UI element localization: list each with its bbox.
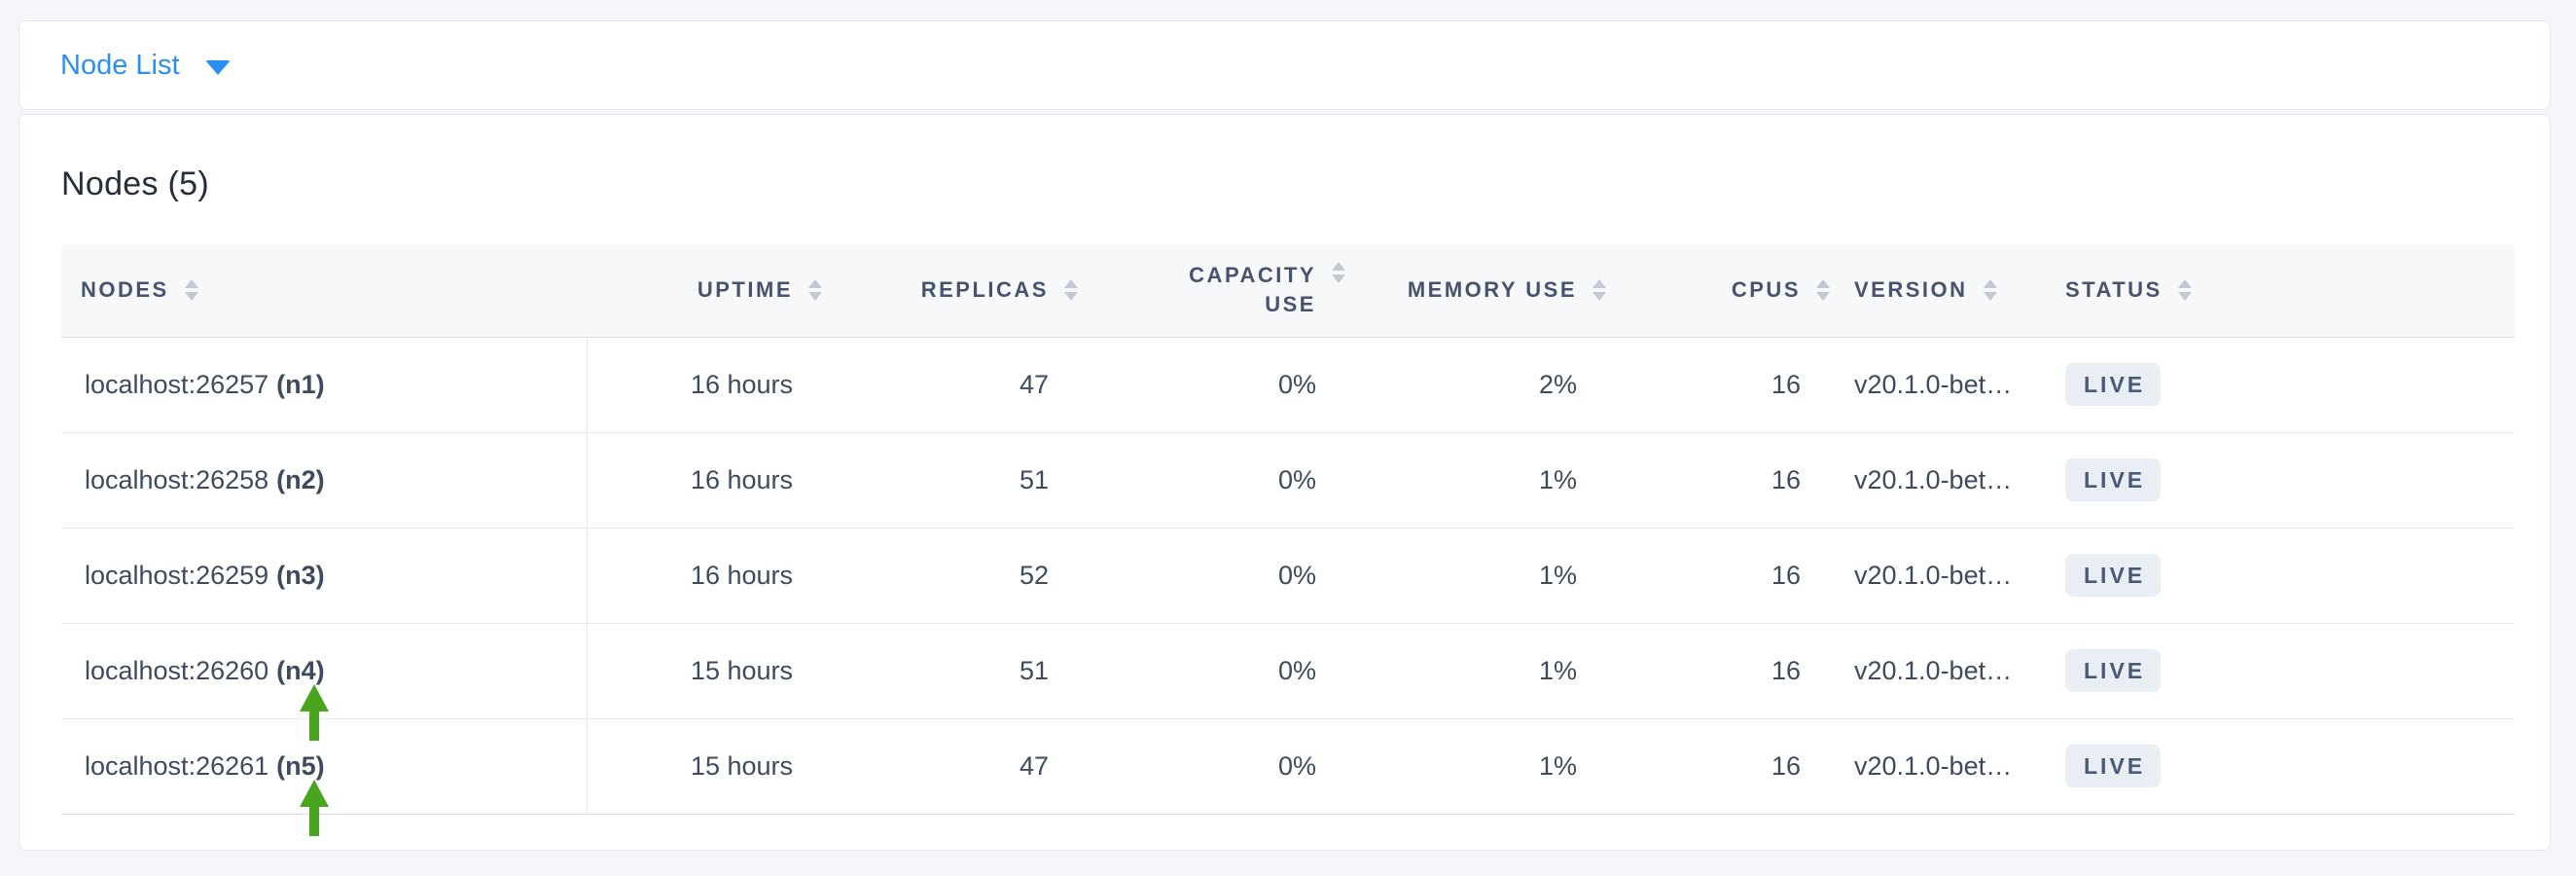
column-label: CPUS — [1731, 277, 1801, 303]
status-badge: LIVE — [2065, 554, 2162, 597]
cell-uptime: 16 hours — [586, 337, 830, 433]
cell-status: LIVE — [2049, 623, 2515, 719]
cell-cpus: 16 — [1614, 528, 1838, 624]
column-label: REPLICAS — [920, 277, 1049, 303]
cell-status: LIVE — [2049, 432, 2515, 529]
cell-uptime: 15 hours — [586, 718, 830, 815]
cell-capacity-use: 0% — [1086, 337, 1353, 433]
cell-memory-use: 1% — [1353, 623, 1614, 719]
nodes-card: Nodes (5) NODES UPTIME — [18, 114, 2551, 851]
column-header-nodes[interactable]: NODES — [61, 244, 587, 338]
column-header-version[interactable]: VERSION — [1838, 244, 2049, 338]
green-arrow-annotation-n5 — [299, 780, 330, 836]
node-id: (n1) — [276, 369, 325, 399]
status-badge: LIVE — [2065, 458, 2162, 501]
green-arrow-annotation-n4 — [299, 684, 330, 741]
sort-arrows-icon — [1332, 262, 1345, 283]
cell-memory-use: 2% — [1353, 337, 1614, 433]
column-header-cpus[interactable]: CPUS — [1614, 244, 1838, 338]
cell-memory-use: 1% — [1353, 718, 1614, 815]
status-badge: LIVE — [2065, 649, 2162, 692]
cell-cpus: 16 — [1614, 432, 1838, 529]
column-header-memory-use[interactable]: MEMORY USE — [1353, 244, 1614, 338]
cell-version: v20.1.0-bet… — [1838, 718, 2049, 815]
cell-cpus: 16 — [1614, 337, 1838, 433]
green-arrow-stem — [309, 711, 319, 741]
cell-replicas: 47 — [830, 718, 1086, 815]
status-badge: LIVE — [2065, 363, 2162, 406]
cell-node-address: localhost:26258 (n2) — [61, 432, 587, 529]
cell-uptime: 16 hours — [586, 432, 830, 529]
node-id: (n5) — [276, 750, 325, 781]
status-badge: LIVE — [2065, 745, 2162, 787]
node-id: (n4) — [276, 655, 325, 685]
table-row-n3: localhost:26259 (n3) 16 hours 52 0% 1% 16… — [61, 528, 2515, 624]
cell-version: v20.1.0-bet… — [1838, 337, 2049, 433]
cell-capacity-use: 0% — [1086, 718, 1353, 815]
cell-replicas: 51 — [830, 623, 1086, 719]
sort-arrows-icon — [1592, 279, 1606, 302]
column-header-capacity-use[interactable]: CAPACITY USE — [1086, 244, 1353, 338]
sort-arrows-icon — [1816, 279, 1830, 302]
table-row-n5: localhost:26261 (n5) 15 hours 47 0% 1% 16… — [61, 718, 2515, 815]
column-header-status[interactable]: STATUS — [2049, 244, 2515, 338]
green-arrow-head-icon — [300, 684, 329, 712]
nodes-table: NODES UPTIME REPLICAS — [61, 244, 2515, 815]
cell-capacity-use: 0% — [1086, 528, 1353, 624]
cell-uptime: 16 hours — [586, 528, 830, 624]
cell-memory-use: 1% — [1353, 528, 1614, 624]
column-label: MEMORY USE — [1407, 277, 1577, 303]
node-list-bar: Node List — [18, 20, 2551, 110]
node-list-dropdown[interactable]: Node List — [60, 49, 231, 81]
nodes-heading: Nodes (5) — [61, 165, 209, 202]
green-arrow-stem — [309, 806, 319, 836]
table-header-row: NODES UPTIME REPLICAS — [61, 244, 2515, 338]
cell-capacity-use: 0% — [1086, 432, 1353, 529]
sort-arrows-icon — [1983, 279, 1997, 302]
node-list-dropdown-label: Node List — [60, 49, 180, 81]
cell-status: LIVE — [2049, 718, 2515, 815]
cell-cpus: 16 — [1614, 623, 1838, 719]
table-row-n1: localhost:26257 (n1) 16 hours 47 0% 2% 16… — [61, 337, 2515, 433]
column-label: CAPACITY USE — [1189, 263, 1316, 317]
cell-version: v20.1.0-bet… — [1838, 432, 2049, 529]
node-id: (n3) — [276, 560, 325, 590]
cell-version: v20.1.0-bet… — [1838, 528, 2049, 624]
caret-down-icon — [204, 59, 231, 75]
sort-arrows-icon — [2177, 279, 2192, 302]
cell-status: LIVE — [2049, 337, 2515, 433]
column-header-replicas[interactable]: REPLICAS — [830, 244, 1086, 338]
cell-memory-use: 1% — [1353, 432, 1614, 529]
node-id: (n2) — [276, 464, 325, 494]
column-label: VERSION — [1854, 277, 1968, 303]
table-row-n2: localhost:26258 (n2) 16 hours 51 0% 1% 16… — [61, 432, 2515, 529]
cell-replicas: 52 — [830, 528, 1086, 624]
cell-replicas: 51 — [830, 432, 1086, 529]
cell-uptime: 15 hours — [586, 623, 830, 719]
cell-capacity-use: 0% — [1086, 623, 1353, 719]
table-row-n4: localhost:26260 (n4) 15 hours 51 0% 1% 16… — [61, 623, 2515, 719]
sort-arrows-icon — [184, 279, 198, 302]
cell-replicas: 47 — [830, 337, 1086, 433]
column-label: NODES — [81, 277, 169, 303]
sort-arrows-icon — [808, 279, 822, 302]
cell-node-address: localhost:26259 (n3) — [61, 528, 587, 624]
column-header-uptime[interactable]: UPTIME — [587, 244, 830, 338]
cell-version: v20.1.0-bet… — [1838, 623, 2049, 719]
cell-status: LIVE — [2049, 528, 2515, 624]
sort-arrows-icon — [1064, 279, 1078, 302]
cell-node-address: localhost:26257 (n1) — [61, 337, 587, 433]
green-arrow-head-icon — [300, 780, 329, 807]
cell-cpus: 16 — [1614, 718, 1838, 815]
column-label: STATUS — [2065, 277, 2163, 303]
column-label: UPTIME — [697, 277, 793, 303]
